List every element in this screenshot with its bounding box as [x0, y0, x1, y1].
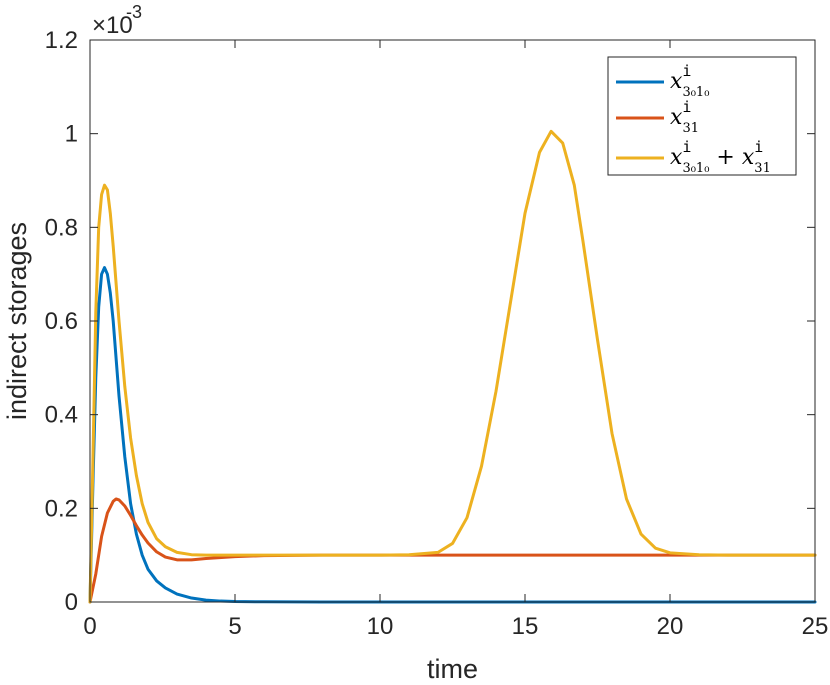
- x-tick-label: 15: [512, 613, 539, 640]
- ticks-layer: 0 5 10 15 20 25 0 0.2 0.4 0.6 0.8 1 1.2: [45, 27, 829, 640]
- legend-entry-1: xi 31: [670, 98, 699, 136]
- x-tick-label: 20: [657, 613, 684, 640]
- y-tick-label: 0.8: [45, 214, 78, 241]
- x-tick-label: 10: [367, 613, 394, 640]
- y-exponent-base: ×10: [92, 12, 133, 39]
- series-line-2: [88, 129, 817, 604]
- y-exponent-label: ×10 -3: [92, 2, 142, 39]
- y-tick-label: 1: [65, 121, 78, 148]
- y-tick-label: 0.2: [45, 495, 78, 522]
- y-exponent-power: -3: [126, 2, 142, 22]
- legend-entry-0: xi 3₀1₀: [670, 62, 709, 100]
- y-tick-label: 0: [65, 589, 78, 616]
- x-tick-label: 25: [802, 613, 829, 640]
- legend-box: [607, 56, 797, 176]
- y-tick-label: 0.4: [45, 402, 78, 429]
- y-tick-label: 0.6: [45, 308, 78, 335]
- x-tick-label: 5: [228, 613, 241, 640]
- y-axis-label: indirect storages: [2, 222, 32, 420]
- legend-entry-2: xi 3₀1₀ + xi 31: [670, 138, 771, 176]
- y-tick-label: 1.2: [45, 27, 78, 54]
- x-axis-label: time: [427, 654, 478, 684]
- x-tick-label: 0: [83, 613, 96, 640]
